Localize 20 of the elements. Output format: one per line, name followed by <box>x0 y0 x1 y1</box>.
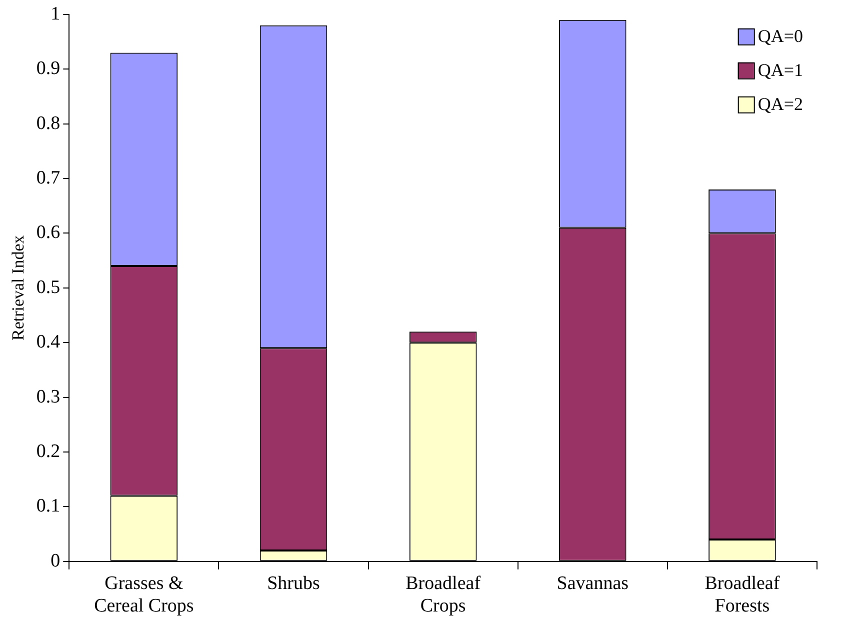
x-tick-label: Broadleaf Forests <box>704 572 780 617</box>
y-axis-title: Retrieval Index <box>8 234 28 341</box>
x-tick-label: Broadleaf Crops <box>406 572 482 617</box>
y-tick-label: 1 <box>50 3 60 24</box>
y-tick-label: 0.8 <box>36 112 60 134</box>
x-tick-label: Savannas <box>556 572 629 594</box>
y-tick-label: 0.9 <box>36 58 60 80</box>
y-tick-label: 0.4 <box>36 332 61 353</box>
y-tick-label: 0.3 <box>36 386 60 408</box>
legend-label: QA=1 <box>758 60 804 80</box>
legend-label: QA=0 <box>758 26 804 46</box>
y-tick-label: 0.2 <box>36 440 60 462</box>
y-tick-label: 0.5 <box>36 276 60 298</box>
x-tick-label: Shrubs <box>267 572 320 594</box>
legend-label: QA=2 <box>758 94 804 114</box>
y-tick-label: 0.1 <box>36 496 60 517</box>
x-tick-label: Grasses & Cereal Crops <box>94 572 194 617</box>
y-tick-label: 0.7 <box>36 167 60 188</box>
y-tick-label: 0 <box>50 550 60 572</box>
y-tick-label: 0.6 <box>36 222 60 244</box>
